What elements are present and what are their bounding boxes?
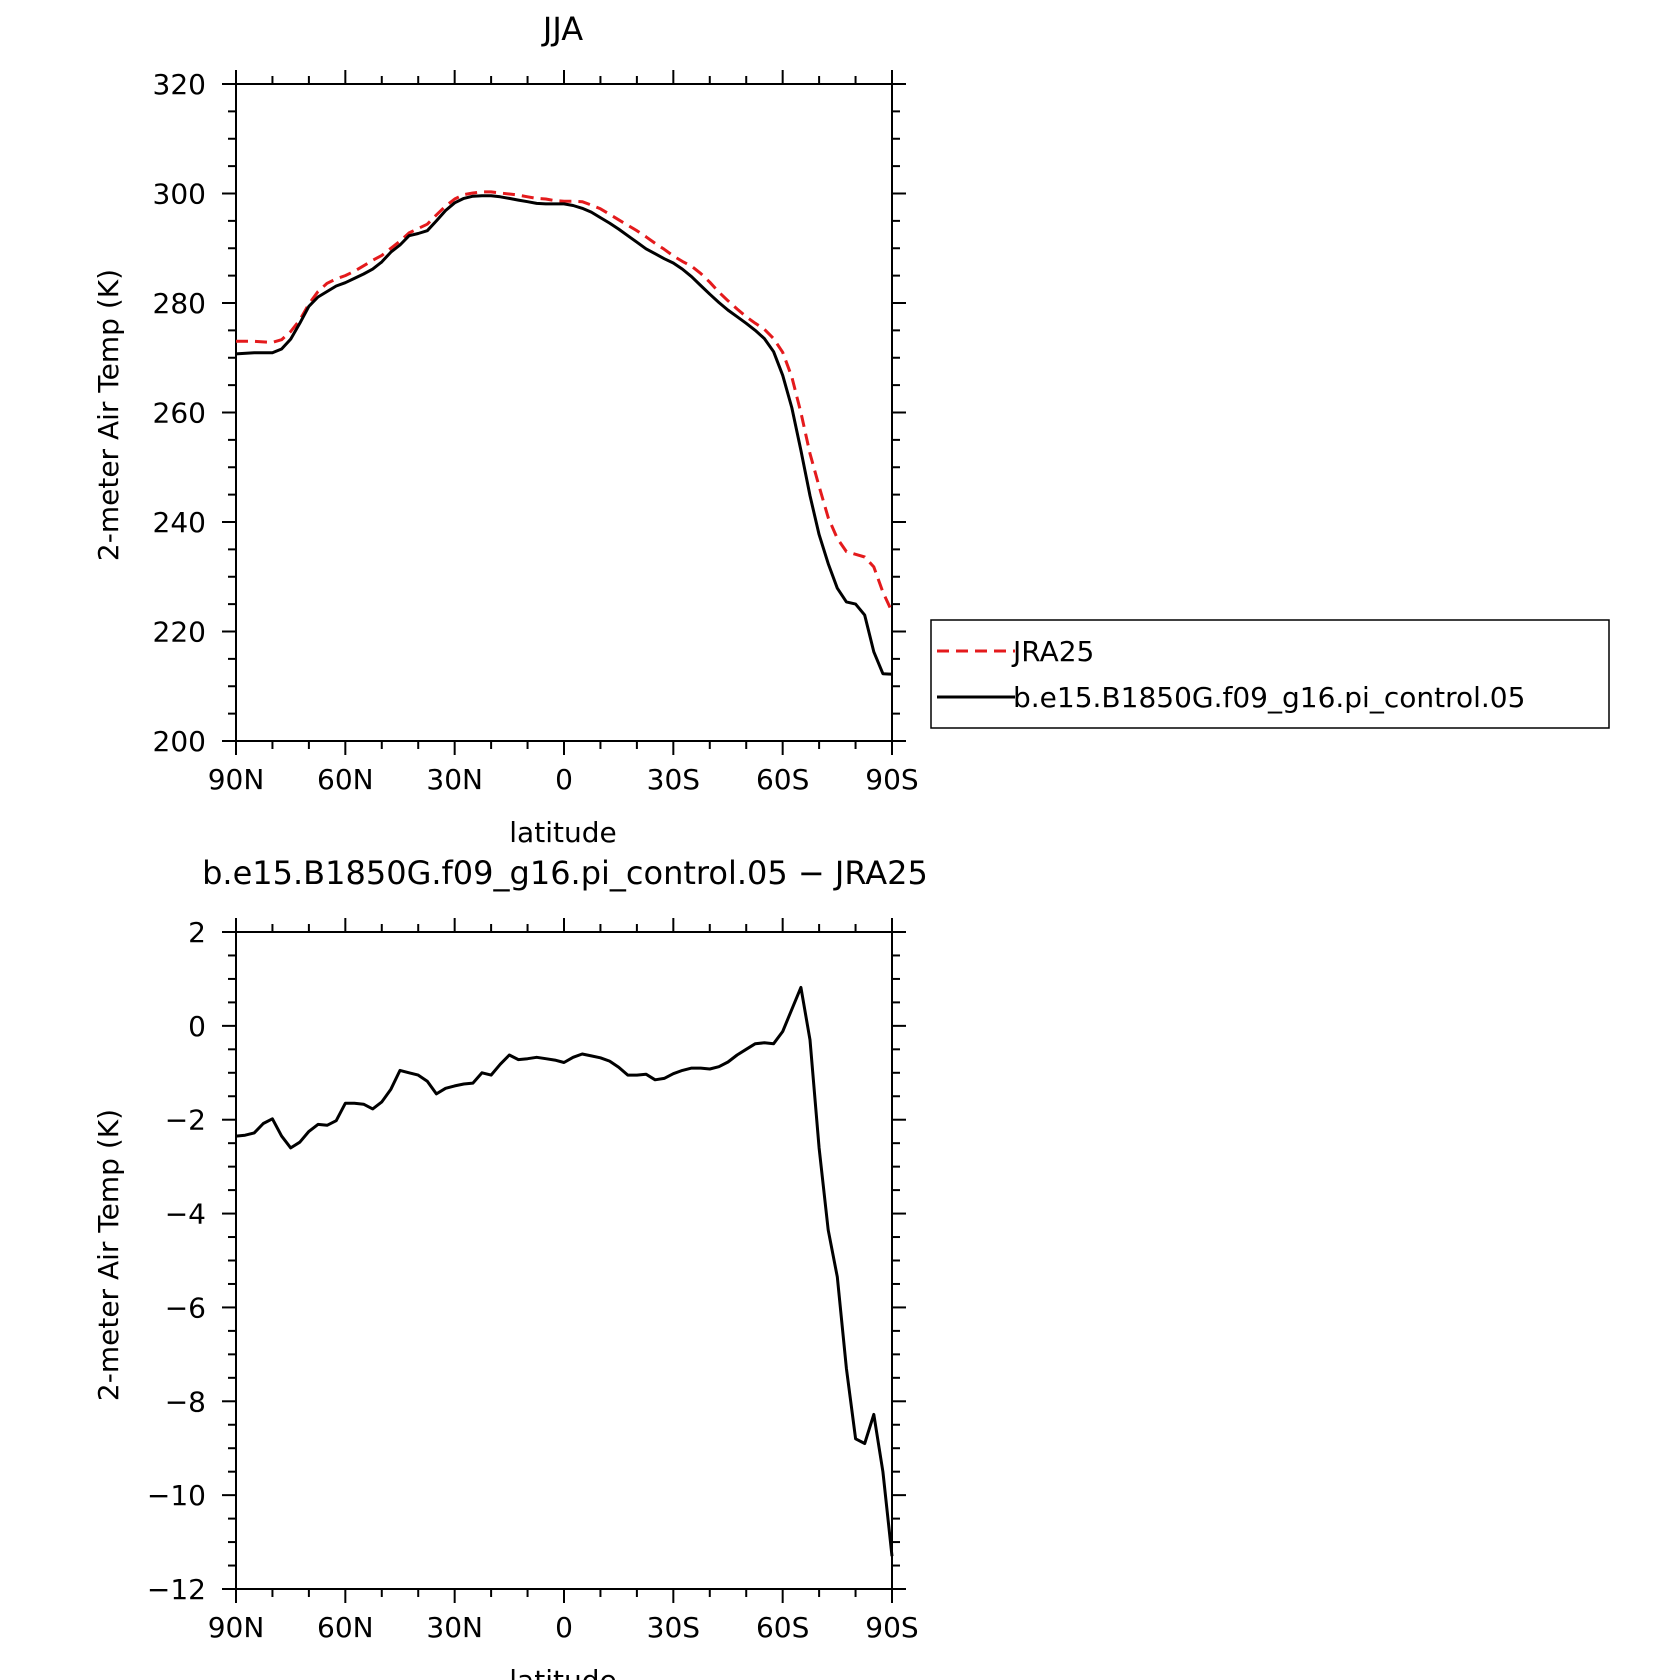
y-tick-label: 320 bbox=[153, 68, 206, 101]
series-line-difference bbox=[235, 985, 894, 1557]
y-tick-label: −12 bbox=[147, 1573, 206, 1606]
series-line-jra25 bbox=[236, 190, 894, 613]
x-tick-label: 60S bbox=[756, 1611, 809, 1644]
x-tick-label: 90N bbox=[208, 763, 265, 796]
series-line-b-e15-b1850g-f09-g16-pi-control-05 bbox=[235, 194, 893, 676]
y-axis-label: 2-meter Air Temp (K) bbox=[92, 1109, 125, 1401]
x-tick-label: 30S bbox=[647, 1611, 700, 1644]
chart-title: JJA bbox=[541, 10, 583, 48]
legend-box bbox=[930, 619, 1610, 729]
chart-jja: JJA 90N 60N 30N 0 30S 60S 90S 200 220 240 260 280 30… bbox=[92, 10, 1610, 849]
legend-label-model: b.e15.B1850G.f09_g16.pi_control.05 bbox=[1013, 681, 1525, 714]
legend-label-jra25: JRA25 bbox=[1011, 635, 1094, 668]
x-axis-label: latitude bbox=[509, 1664, 616, 1680]
x-tick-label: 60S bbox=[756, 763, 809, 796]
y-tick-label: 200 bbox=[153, 725, 206, 758]
y-axis-label: 2-meter Air Temp (K) bbox=[92, 269, 125, 561]
x-tick-label: 0 bbox=[555, 763, 573, 796]
x-tick-label: 60N bbox=[317, 763, 374, 796]
chart-title: b.e15.B1850G.f09_g16.pi_control.05 − JRA… bbox=[202, 854, 928, 892]
x-tick-label: 30S bbox=[647, 763, 700, 796]
y-tick-label: −6 bbox=[165, 1291, 206, 1324]
gridless-plot-area: 90N 60N 30N 0 30S 60S 90S 200 220 240 260 280 300 320 bbox=[153, 68, 919, 796]
x-tick-label: 90S bbox=[865, 763, 918, 796]
y-tick-label: −2 bbox=[165, 1104, 206, 1137]
plot-frame bbox=[235, 931, 893, 1590]
x-tick-label: 90S bbox=[865, 1611, 918, 1644]
y-tick-label: −8 bbox=[165, 1385, 206, 1418]
gridless-plot-area: 90N 60N 30N 0 30S 60S 90S 2 0 −2 −4 −6 −8 −10 −12 bbox=[147, 916, 919, 1644]
y-tick-label: 240 bbox=[153, 506, 206, 539]
y-tick-label: 2 bbox=[188, 916, 206, 949]
y-tick-label: 300 bbox=[153, 178, 206, 211]
y-tick-label: 220 bbox=[153, 616, 206, 649]
x-tick-label: 0 bbox=[555, 1611, 573, 1644]
y-tick-label: 280 bbox=[153, 287, 206, 320]
x-tick-label: 60N bbox=[317, 1611, 374, 1644]
y-tick-label: −4 bbox=[165, 1198, 206, 1231]
x-tick-label: 90N bbox=[208, 1611, 265, 1644]
y-tick-label: −10 bbox=[147, 1479, 206, 1512]
chart-difference: b.e15.B1850G.f09_g16.pi_control.05 − JRA… bbox=[92, 854, 928, 1680]
x-axis-label: latitude bbox=[509, 816, 616, 849]
y-tick-label: 0 bbox=[188, 1010, 206, 1043]
x-tick-label: 30N bbox=[426, 763, 483, 796]
y-tick-label: 260 bbox=[153, 397, 206, 430]
legend: JRA25 b.e15.B1850G.f09_g16.pi_control.05 bbox=[930, 619, 1610, 729]
x-tick-label: 30N bbox=[426, 1611, 483, 1644]
